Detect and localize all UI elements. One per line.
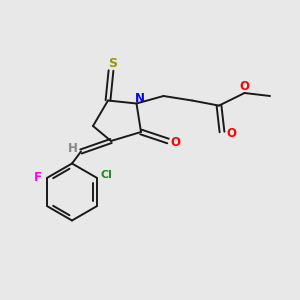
Text: O: O [170, 136, 181, 149]
Text: O: O [239, 80, 250, 93]
Text: Cl: Cl [100, 170, 112, 180]
Text: S: S [108, 57, 117, 70]
Text: O: O [226, 127, 236, 140]
Text: N: N [134, 92, 145, 105]
Text: H: H [68, 142, 77, 155]
Text: F: F [34, 171, 42, 184]
